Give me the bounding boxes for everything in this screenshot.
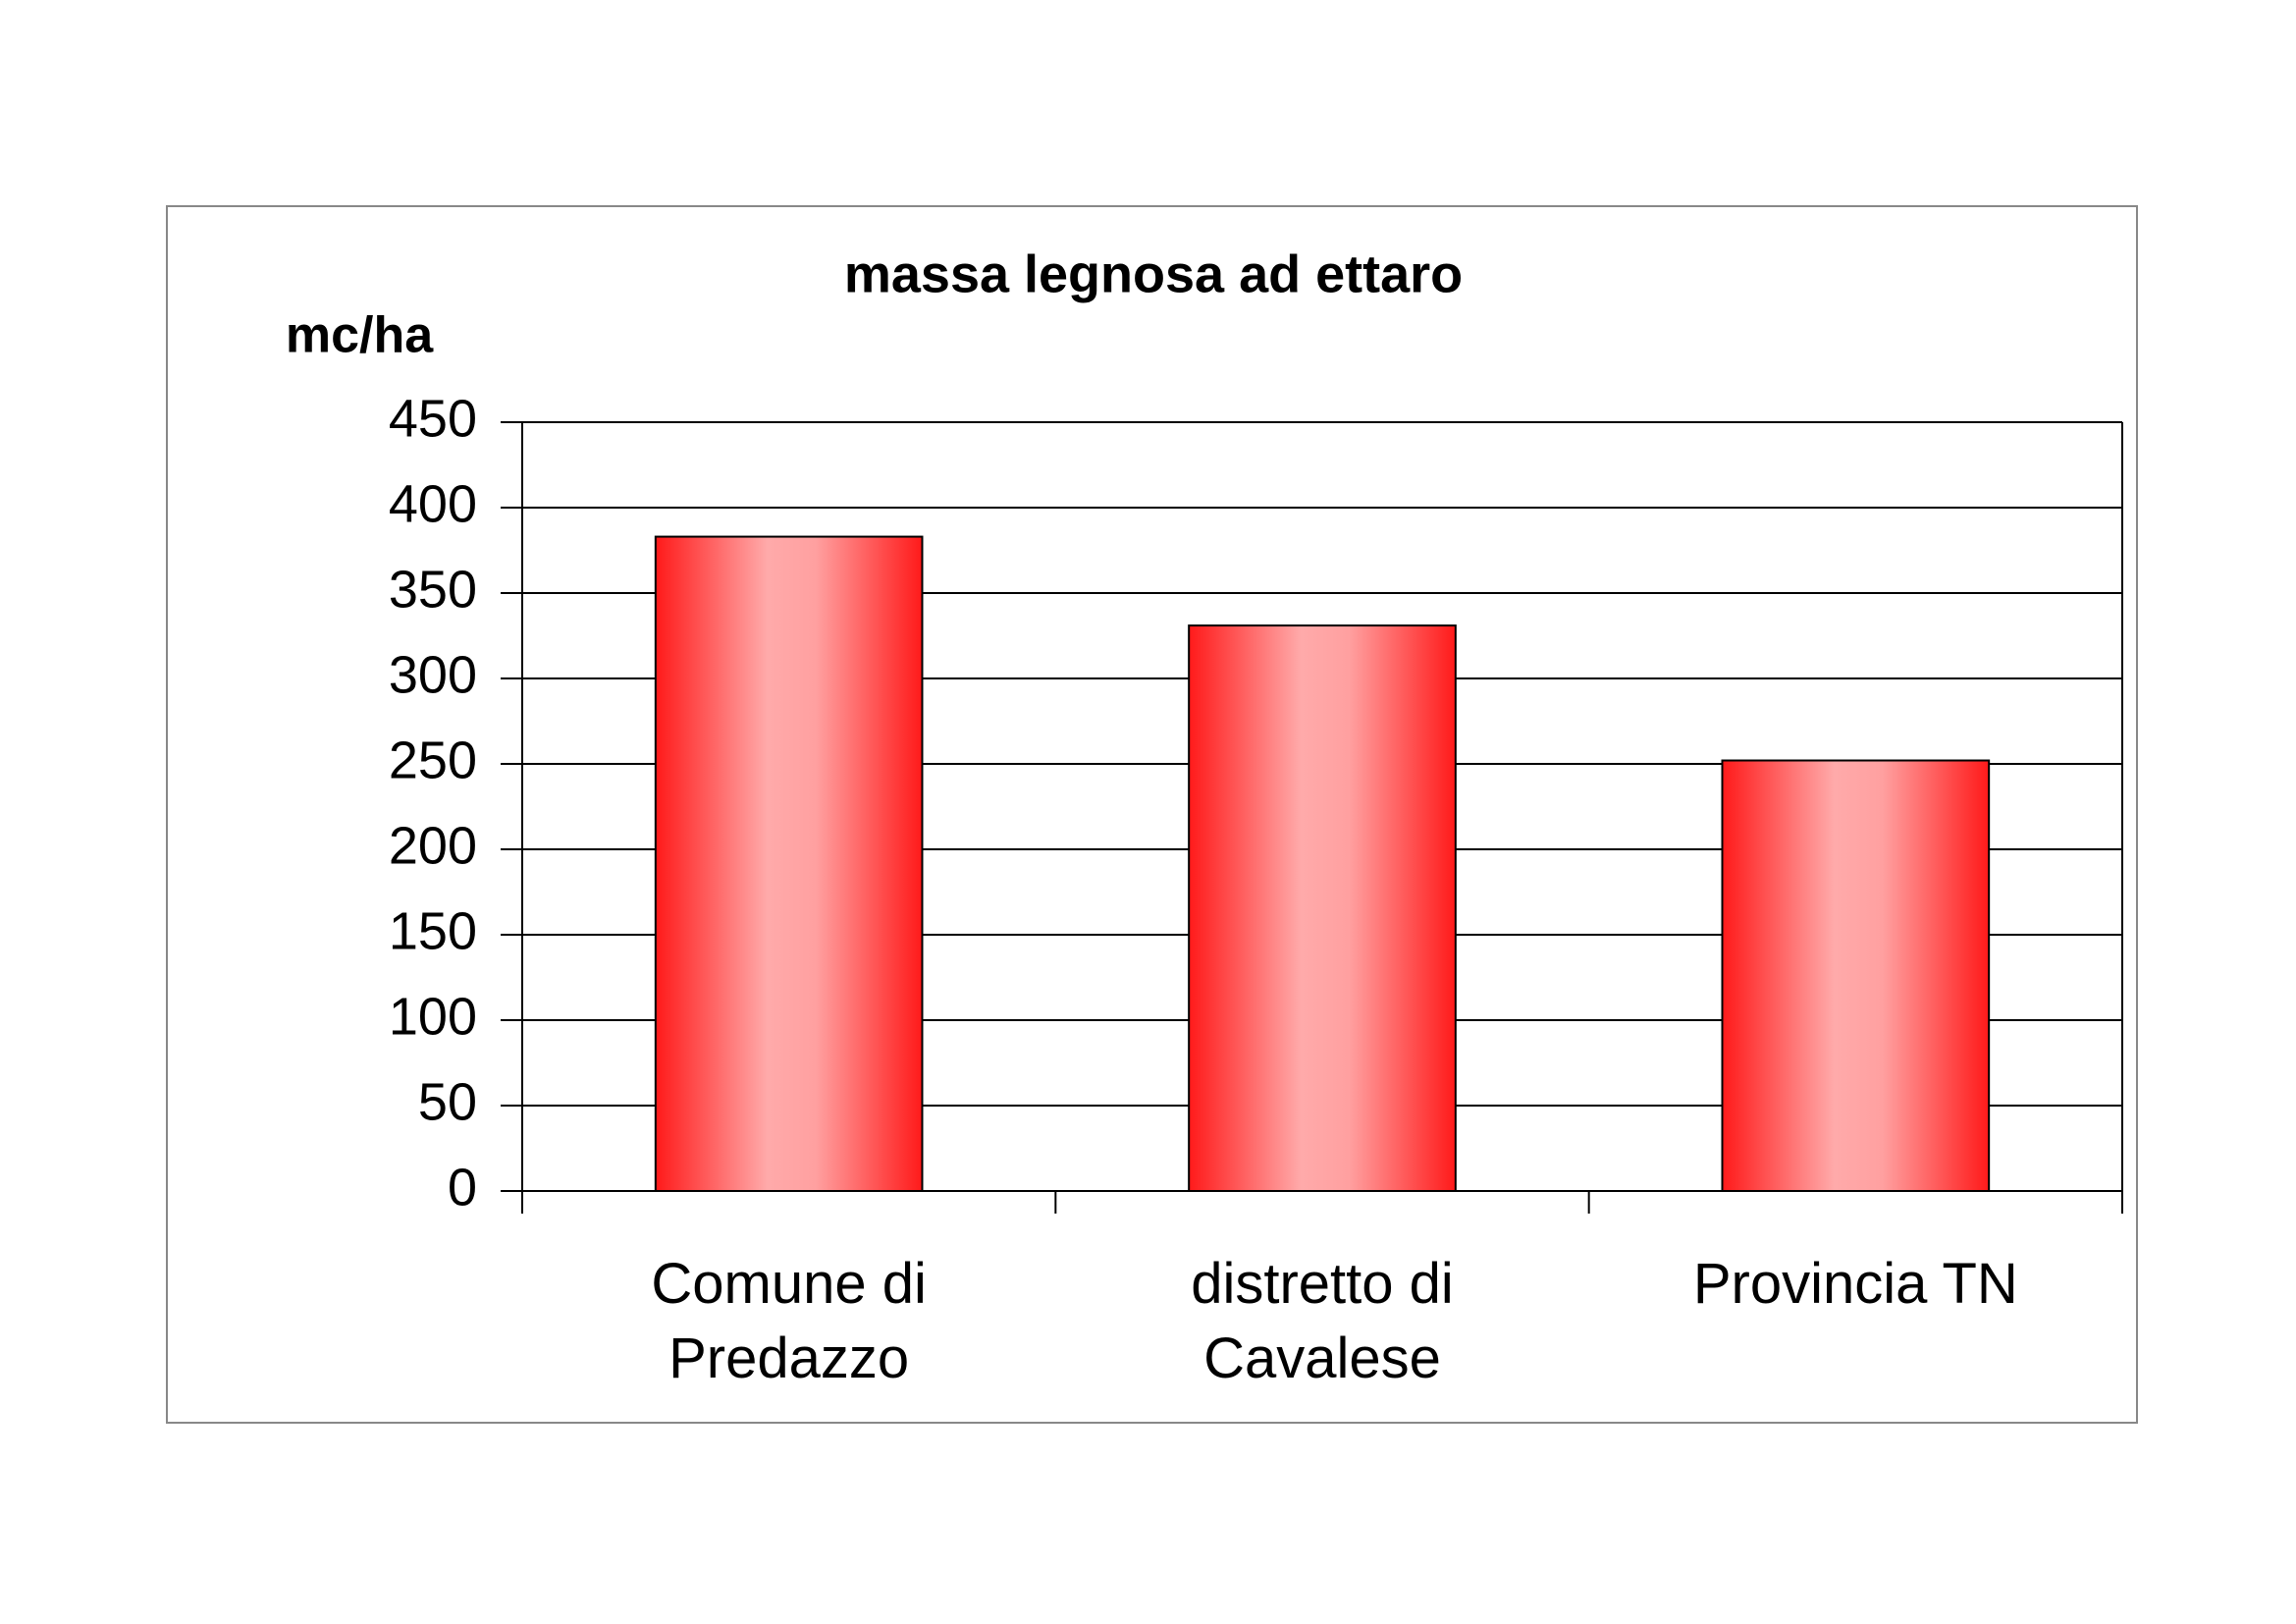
x-tick-label: Provincia TN <box>1692 1252 2018 1316</box>
chart-frame <box>166 205 2138 1424</box>
y-tick-label: 300 <box>389 645 477 704</box>
y-tick-label: 250 <box>389 731 477 789</box>
y-tick-label: 50 <box>418 1072 477 1131</box>
y-axis-label: mc/ha <box>286 307 434 364</box>
y-tick-label: 350 <box>389 560 477 619</box>
x-tick-label: Comune di Predazzo <box>651 1252 927 1390</box>
y-tick-label: 400 <box>389 474 477 533</box>
bar <box>654 535 924 1192</box>
bar <box>1188 624 1457 1192</box>
x-tick-label: distretto di Cavalese <box>1191 1252 1454 1390</box>
y-tick-label: 0 <box>448 1158 477 1217</box>
y-tick-label: 100 <box>389 987 477 1046</box>
y-tick-label: 450 <box>389 389 477 448</box>
y-tick-label: 200 <box>389 816 477 875</box>
chart-title: massa legnosa ad ettaro <box>844 244 1463 303</box>
bar <box>1721 759 1991 1193</box>
y-tick-label: 150 <box>389 901 477 960</box>
